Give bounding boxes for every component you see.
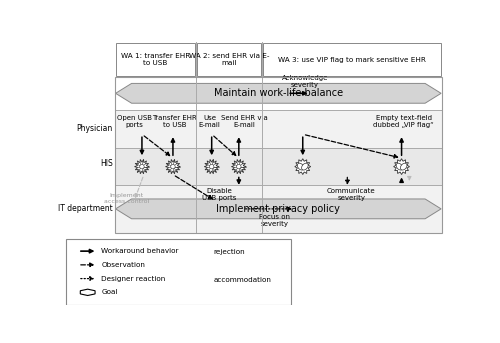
Text: Implement
access control: Implement access control [104, 193, 149, 204]
Text: Designer reaction: Designer reaction [101, 275, 166, 282]
Text: Send EHR via
E-mail: Send EHR via E-mail [221, 115, 268, 128]
Text: Open USB
ports: Open USB ports [116, 115, 152, 128]
Polygon shape [194, 274, 206, 286]
Text: Transfer EHR
to USB: Transfer EHR to USB [152, 115, 197, 128]
Text: IT department: IT department [58, 204, 113, 213]
Bar [115, 185, 442, 233]
Polygon shape [116, 83, 441, 103]
Polygon shape [232, 159, 246, 174]
Polygon shape [295, 159, 310, 175]
Text: Disable
USB ports: Disable USB ports [202, 188, 236, 201]
Text: Goal: Goal [101, 289, 117, 295]
Text: Use
E-mail: Use E-mail [199, 115, 220, 128]
Text: rejection: rejection [214, 249, 245, 256]
Polygon shape [170, 164, 175, 169]
Ellipse shape [400, 163, 407, 170]
Polygon shape [198, 251, 202, 254]
Polygon shape [80, 289, 95, 296]
Polygon shape [166, 159, 180, 174]
Text: Communicate
severity: Communicate severity [327, 188, 376, 201]
Polygon shape [236, 164, 241, 169]
Text: WA 3: use VIP flag to mark sensitive EHR: WA 3: use VIP flag to mark sensitive EHR [278, 57, 426, 63]
Bar [115, 148, 442, 185]
Bar [198, 43, 261, 76]
Polygon shape [116, 199, 441, 219]
Text: Workaround behavior: Workaround behavior [101, 248, 179, 254]
Text: Maintain work-life balance: Maintain work-life balance [214, 88, 343, 98]
Text: Physician: Physician [76, 125, 113, 133]
Polygon shape [140, 164, 144, 169]
Polygon shape [194, 247, 206, 258]
Ellipse shape [199, 277, 205, 283]
Ellipse shape [302, 163, 308, 170]
Bar [263, 43, 441, 76]
Text: HIS: HIS [100, 159, 113, 168]
Text: Focus on
severity: Focus on severity [259, 214, 290, 227]
Polygon shape [134, 159, 150, 174]
Ellipse shape [396, 163, 402, 170]
Text: WA 1: transfer EHR
to USB: WA 1: transfer EHR to USB [121, 53, 190, 66]
Polygon shape [210, 164, 214, 169]
Bar [115, 110, 442, 148]
Bar [115, 77, 442, 233]
Text: Acknowledge
severity: Acknowledge severity [282, 75, 328, 88]
Ellipse shape [298, 163, 304, 170]
Polygon shape [394, 159, 409, 175]
Bar [116, 43, 195, 76]
Polygon shape [204, 159, 219, 174]
Text: Empty text-field
dubbed „VIP flag“: Empty text-field dubbed „VIP flag“ [373, 115, 434, 128]
Text: Implement privacy policy: Implement privacy policy [216, 204, 340, 214]
Ellipse shape [195, 277, 201, 283]
Text: Observation: Observation [101, 262, 145, 268]
Text: WA 2: send EHR via E-
mail: WA 2: send EHR via E- mail [189, 53, 270, 66]
Bar [66, 239, 291, 305]
Text: accommodation: accommodation [214, 277, 272, 283]
